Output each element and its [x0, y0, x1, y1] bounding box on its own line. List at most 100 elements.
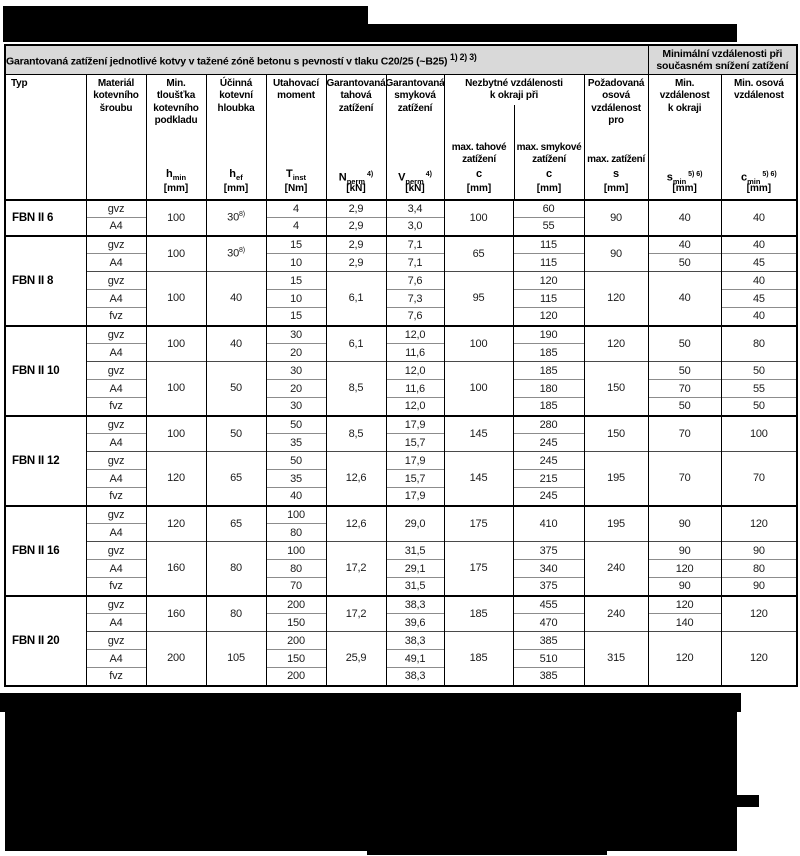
cell-tinst: 35 [266, 469, 327, 488]
cell-material: fvz [86, 307, 147, 326]
cell-vperm: 29,1 [386, 559, 445, 578]
cell-nperm: 2,9 [326, 217, 387, 236]
cell-material: gvz [86, 361, 147, 380]
cell-tinst: 30 [266, 397, 327, 416]
cell-vperm: 7,6 [386, 271, 445, 290]
cell-vperm: 38,3 [386, 667, 445, 686]
cell-tinst: 40 [266, 487, 327, 506]
cell-nperm: 17,2 [326, 541, 387, 596]
cell-nperm: 6,1 [326, 324, 387, 362]
cell-cmin: 120 [721, 504, 798, 542]
table-row: FBN II 8 gvz 100 308) 15 2,9 7,1 65 115 90 40 40 [5, 234, 798, 326]
col-header-vperm: Garantovaná smyková zatížení Vperm 4) [kN] [386, 74, 445, 201]
cell-material: A4 [86, 559, 147, 578]
symbol-cmin: cmin 5) 6) [740, 170, 777, 186]
cell-c-tah: 185 [444, 631, 514, 686]
cell-material: gvz [86, 504, 147, 524]
cell-material: gvz [86, 271, 147, 290]
cell-tinst: 10 [266, 253, 327, 272]
redacted-block-bottom-b [5, 712, 737, 851]
cell-cmin: 80 [721, 559, 798, 578]
cell-hef: 308) [206, 234, 267, 272]
cell-c-smyk: 115 [513, 289, 585, 308]
col-header-edge-distances: Nezbytné vzdálenosti k okraji při max. ta… [444, 74, 585, 201]
cell-cmin: 50 [721, 397, 798, 416]
cell-vperm: 49,1 [386, 649, 445, 668]
cell-nperm: 6,1 [326, 271, 387, 326]
cell-tinst: 200 [266, 594, 327, 614]
cell-material: gvz [86, 324, 147, 344]
redacted-block-bottom-dash [735, 795, 759, 807]
table-row: A4 10 2,9 7,1 115 50 45 [5, 253, 798, 272]
cell-tinst: 10 [266, 289, 327, 308]
col-label: Utahovací moment [273, 77, 319, 102]
cell-c-smyk: 470 [513, 613, 585, 632]
symbol-hmin: hmin [165, 167, 187, 182]
cell-c-smyk: 455 [513, 594, 585, 614]
cell-c-smyk: 385 [513, 631, 585, 650]
cell-tinst: 20 [266, 379, 327, 398]
col-group-label: Nezbytné vzdálenosti k okraji při [465, 77, 563, 102]
cell-type: FBN II 16 [5, 504, 87, 596]
cell-smin: 70 [648, 414, 722, 452]
cell-type: FBN II 8 [5, 234, 87, 326]
cell-cmin: 90 [721, 541, 798, 560]
col-header-s: Požadovaná osová vzdálenost pro max. zatí… [584, 74, 649, 201]
table-row: A4 4 2,9 3,0 55 [5, 217, 797, 236]
cell-vperm: 17,9 [386, 414, 445, 434]
cell-vperm: 3,0 [386, 217, 445, 236]
cell-tinst: 80 [266, 559, 327, 578]
cell-vperm: 7,6 [386, 307, 445, 326]
cell-material: gvz [86, 198, 147, 218]
cell-tinst: 30 [266, 361, 327, 380]
cell-vperm: 12,0 [386, 324, 445, 344]
cell-type: FBN II 6 [5, 198, 87, 236]
cell-s: 240 [584, 594, 649, 632]
cell-cmin: 120 [721, 594, 798, 632]
col-header-c-smyk: max. smykové zatížení c [mm] [513, 104, 584, 198]
cell-cmin: 45 [721, 253, 798, 272]
cell-c-tah: 65 [444, 234, 514, 272]
cell-smin: 40 [648, 198, 722, 236]
cell-material: fvz [86, 487, 147, 506]
table-row: A4 20 11,6 185 [5, 343, 797, 362]
cell-smin: 90 [648, 504, 722, 542]
cell-cmin: 80 [721, 324, 798, 362]
cell-cmin: 90 [721, 577, 798, 596]
cell-material: gvz [86, 631, 147, 650]
column-header-row: Typ Materiál kotevního šroubu Min. tloušťk… [5, 74, 798, 201]
col-header-hef: Účinná kotevní hloubka hef [mm] [206, 74, 267, 201]
cell-s: 195 [584, 504, 649, 542]
cell-cmin: 100 [721, 414, 798, 452]
table-row: gvz 100 50 30 8,5 12,0 100 185 150 50 50 [5, 361, 798, 416]
cell-c-tah: 175 [444, 504, 514, 542]
cell-material: A4 [86, 433, 147, 452]
cell-nperm: 12,6 [326, 451, 387, 506]
cell-c-smyk: 280 [513, 414, 585, 434]
table-title-right: Minimální vzdálenosti při současném sníž… [648, 45, 798, 75]
table-row: A4 35 15,7 245 [5, 433, 797, 452]
cell-material: gvz [86, 414, 147, 434]
cell-vperm: 7,1 [386, 234, 445, 254]
table-row: A4 35 15,7 215 [5, 469, 797, 488]
cell-hef: 65 [206, 504, 267, 542]
cell-c-smyk: 185 [513, 361, 585, 380]
col-header-typ: Typ [5, 74, 87, 201]
cell-nperm: 8,5 [326, 414, 387, 452]
cell-c-smyk: 340 [513, 559, 585, 578]
table-row: FBN II 12 gvz 100 50 50 8,5 17,9 145 280 150 70 100 [5, 414, 798, 506]
cell-c-smyk: 180 [513, 379, 585, 398]
cell-cmin: 70 [721, 451, 798, 506]
cell-c-tah: 175 [444, 541, 514, 596]
cell-tinst: 20 [266, 343, 327, 362]
redacted-block-top-b [3, 24, 737, 42]
col-label: Min. osová vzdálenost [734, 77, 784, 102]
cell-c-tah: 100 [444, 324, 514, 362]
symbol-hef: hef [229, 167, 243, 182]
cell-vperm: 7,3 [386, 289, 445, 308]
cell-cmin: 40 [721, 198, 798, 236]
cell-c-smyk: 120 [513, 307, 585, 326]
cell-hef: 40 [206, 271, 267, 326]
cell-nperm: 12,6 [326, 504, 387, 542]
cell-c-smyk: 410 [513, 504, 585, 542]
